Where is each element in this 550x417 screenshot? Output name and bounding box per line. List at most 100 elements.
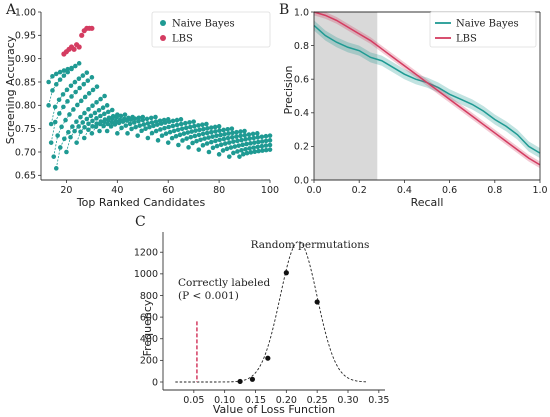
- panel-a-nb-point-24-8: [267, 147, 273, 152]
- panel-a-nb-point-14-8: [166, 119, 172, 125]
- panel-a-nb-point-2-8: [80, 73, 86, 78]
- panel-a-nb-point-18-13: [229, 126, 235, 131]
- panel-a-lbs-point-11: [89, 25, 95, 31]
- panel-a-nb-point-18-1: [180, 138, 185, 143]
- panel-a-nb-point-7-7: [102, 111, 107, 117]
- panel-a-nb-point-12-0: [115, 131, 120, 136]
- panel-b-ytick-label-3: 0.6: [294, 75, 309, 86]
- panel-a-nb-point-22-2: [224, 146, 230, 152]
- panel-a-nb-point-5-5: [74, 119, 79, 124]
- panel-a-nb-point-7-4: [90, 118, 95, 124]
- panel-c-ytick-label-1: 200: [140, 356, 158, 367]
- panel-a-nb-point-15-2: [153, 128, 159, 134]
- panel-a-nb-point-16-3: [167, 129, 173, 135]
- panel-a-nb-point-6-4: [80, 120, 86, 125]
- panel-a-nb-point-21-4: [222, 141, 228, 146]
- panel-a-xtick-label-0: 20: [60, 185, 72, 196]
- panel-a-nb-point-2-7: [76, 76, 82, 82]
- panel-c-xtick-label-4: 0.25: [307, 395, 328, 406]
- panel-a-nb-point-16-4: [171, 128, 177, 134]
- panel-a-nb-point-5-2: [62, 136, 67, 142]
- panel-c-plot: 0.05 0.10 0.15 0.20 0.25 0.30 0.35 0 200 400 600 80…: [134, 232, 389, 406]
- panel-a-nb-point-17-11: [208, 125, 214, 130]
- panel-a-nb-point-0-0: [46, 79, 51, 85]
- panel-a: A 20 40 60 80 100 0.65 0.70 0.75 0.80 0.85 0.90 0.9…: [4, 2, 279, 209]
- panel-a-xlabel: Top Ranked Candidates: [76, 196, 206, 209]
- panel-a-nb-point-18-9: [213, 129, 218, 134]
- panel-a-nb-point-7-5: [94, 116, 99, 121]
- panel-a-nb-point-12-8: [148, 115, 154, 121]
- panel-a-nb-point-21-14: [263, 133, 269, 139]
- panel-a-nb-point-16-8: [187, 124, 193, 130]
- panel-a-ytick-label-5: 0.90: [15, 54, 36, 65]
- panel-a-nb-point-0-4: [61, 68, 67, 73]
- panel-a-nb-point-17-9: [201, 126, 206, 132]
- panel-a-nb-point-22-3: [228, 145, 234, 150]
- panel-a-nb-point-2-5: [68, 83, 74, 89]
- panel-a-nb-point-15-7: [174, 122, 180, 128]
- panel-a-nb-point-15-10: [187, 120, 192, 125]
- panel-a-nb-point-18-8: [208, 129, 214, 135]
- panel-c-xtick-label-0: 0.05: [183, 395, 204, 406]
- panel-a-nb-point-22-13: [267, 138, 273, 143]
- panel-a-nb-point-22-10: [255, 139, 261, 145]
- panel-a-xtick-label-2: 60: [162, 185, 174, 196]
- panel-a-nb-point-14-0: [135, 133, 140, 138]
- panel-a-nb-point-7-6: [98, 113, 103, 119]
- panel-a-nb-point-11-6: [128, 117, 134, 122]
- panel-b-lbs-line: [313, 11, 541, 166]
- panel-a-nb-point-20-8: [229, 135, 235, 140]
- panel-a-nb-point-22-1: [220, 148, 226, 153]
- panel-a-nb-point-9-6: [114, 114, 119, 120]
- panel-a-nb-point-18-3: [188, 134, 194, 140]
- panel-a-nb-point-21-9: [243, 137, 248, 142]
- panel-a-nb-point-3-9: [85, 78, 91, 83]
- panel-a-nb-point-9-0: [89, 131, 95, 136]
- panel-a-nb-point-19-0: [186, 145, 191, 150]
- panel-a-nb-point-18-0: [176, 142, 181, 148]
- panel-a-nb-point-16-1: [159, 133, 165, 138]
- panel-a-nb-point-15-5: [166, 124, 171, 130]
- panel-a-nb-point-4-8: [82, 94, 88, 100]
- panel-a-nb-point-9-7: [118, 113, 124, 119]
- panel-a-nb-point-24-6: [260, 148, 265, 153]
- panel-a-nb-point-12-4: [131, 120, 137, 125]
- panel-a-nb-point-7-2: [82, 124, 87, 130]
- panel-a-nb-point-11-8: [136, 115, 142, 121]
- panel-a-nb-point-5-0: [53, 166, 59, 171]
- panel-a-nb-point-19-1: [190, 140, 195, 146]
- panel-a-nb-point-2-1: [52, 104, 58, 110]
- panel-a-nb-point-21-6: [231, 139, 236, 144]
- panel-c-letter: C: [135, 214, 146, 230]
- panel-a-nb-point-19-5: [206, 135, 211, 140]
- panel-a-nb-point-14-5: [155, 122, 160, 127]
- panel-a-nb-point-21-7: [235, 138, 240, 144]
- panel-a-nb-point-12-1: [119, 125, 124, 131]
- panel-a-nb-point-23-6: [251, 145, 257, 150]
- panel-a-nb-point-1-3: [57, 77, 63, 82]
- panel-a-nb-point-1-2: [53, 82, 59, 87]
- panel-a-nb-point-5-9: [90, 103, 95, 108]
- panel-a-nb-point-3-2: [57, 111, 62, 116]
- panel-a-nb-point-11-3: [116, 120, 122, 126]
- panel-a-nb-point-14-9: [170, 118, 176, 124]
- panel-a-nb-point-4-10: [90, 87, 96, 93]
- panel-a-nb-point-13-2: [133, 124, 138, 130]
- panel-a-nb-point-11-1: [108, 124, 114, 129]
- panel-a-legend-nb-label: Naive Bayes: [172, 19, 235, 30]
- panel-a-nb-point-0-1: [50, 73, 55, 79]
- panel-a-nb-point-13-4: [141, 122, 147, 127]
- panel-a-nb-point-17-3: [177, 132, 183, 138]
- panel-a-nb-point-3-1: [52, 119, 58, 125]
- panel-a-nb-point-12-7: [144, 116, 150, 122]
- panel-a-nb-point-11-4: [120, 119, 126, 124]
- panel-b: B 0.0 0.2 0.4 0.6 0.8 1.0 0.0 0.2 0.4 0.6 0.8 1.0 N…: [279, 2, 548, 209]
- panel-a-nb-point-14-3: [147, 124, 152, 130]
- panel-a-nb-point-5-8: [86, 106, 91, 112]
- panel-a-nb-point-21-13: [259, 134, 265, 140]
- panel-a-legend-lbs-marker: [160, 35, 166, 41]
- panel-b-xtick-label-5: 1.0: [532, 185, 547, 196]
- panel-a-nb-point-9-5: [110, 116, 115, 121]
- panel-a-nb-point-23-0: [226, 154, 232, 159]
- panel-a-nb-point-21-5: [226, 140, 232, 145]
